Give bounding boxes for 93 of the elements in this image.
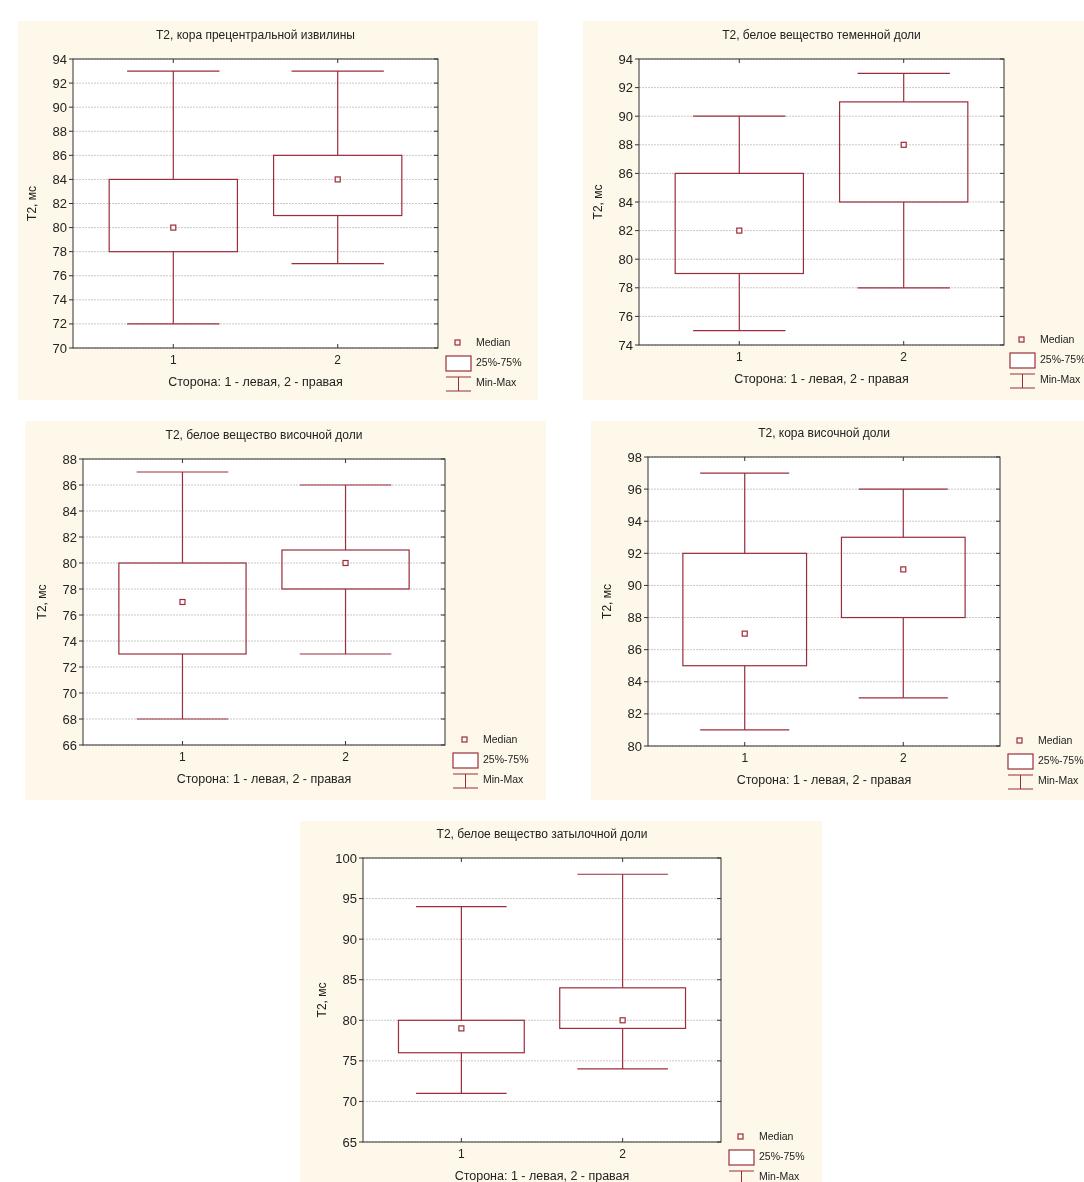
y-tick-label: 76: [618, 308, 633, 324]
text: Median: [1040, 333, 1075, 345]
y-tick-label: 86: [618, 165, 633, 181]
x-axis-title: Сторона: 1 - левая, 2 - правая: [176, 772, 352, 786]
text: 25%-75%: [483, 753, 529, 765]
y-tick-label: 82: [52, 196, 67, 212]
chart-title: T2, белое вещество теменной доли: [722, 28, 921, 42]
y-tick-label: 86: [627, 642, 642, 658]
text: Median: [759, 1130, 794, 1142]
y-tick-label: 74: [62, 633, 77, 649]
y-tick-label: 92: [627, 545, 642, 561]
y-tick-label: 90: [618, 108, 633, 124]
y-tick-label: 86: [52, 147, 67, 163]
text: Median: [476, 336, 511, 348]
y-tick-label: 84: [618, 194, 633, 210]
y-tick-label: 80: [627, 738, 642, 754]
y-tick-label: 94: [618, 51, 633, 67]
y-tick-label: 100: [335, 850, 357, 866]
y-tick-label: 90: [342, 931, 357, 947]
y-tick-label: 88: [62, 451, 77, 467]
x-tick-label: 1: [741, 751, 749, 765]
text: Min-Max: [1040, 373, 1081, 385]
x-axis-title: Сторона: 1 - левая, 2 - правая: [168, 375, 343, 389]
y-axis-title: T2, мс: [35, 584, 49, 620]
y-tick-label: 82: [627, 706, 642, 722]
text: Min-Max: [1038, 774, 1079, 786]
y-tick-label: 88: [618, 137, 633, 153]
chart-title: T2, белое вещество височной доли: [165, 428, 363, 442]
y-tick-label: 76: [62, 607, 77, 623]
text: Min-Max: [759, 1170, 800, 1182]
y-tick-label: 68: [62, 711, 77, 727]
y-tick-label: 92: [618, 80, 633, 96]
y-tick-label: 82: [618, 223, 633, 239]
x-tick-label: 1: [179, 750, 187, 764]
y-tick-label: 84: [52, 171, 67, 187]
y-tick-label: 74: [52, 292, 67, 308]
y-axis-title: T2, мс: [315, 982, 329, 1018]
x-tick-label: 2: [619, 1147, 627, 1161]
y-tick-label: 74: [618, 337, 633, 353]
text: Median: [1038, 734, 1073, 746]
x-tick-label: 2: [334, 353, 342, 367]
x-axis-title: Сторона: 1 - левая, 2 - правая: [454, 1169, 630, 1182]
y-tick-label: 94: [52, 51, 67, 67]
chart-title: T2, белое вещество затылочной доли: [436, 827, 648, 841]
y-axis-title: T2, мс: [25, 186, 39, 221]
text: Min-Max: [476, 376, 517, 388]
y-tick-label: 76: [52, 268, 67, 284]
x-tick-label: 2: [899, 751, 907, 765]
text: Min-Max: [483, 773, 524, 785]
text: 25%-75%: [759, 1150, 805, 1162]
y-tick-label: 80: [342, 1012, 357, 1028]
y-tick-label: 98: [627, 449, 642, 465]
y-tick-label: 70: [342, 1093, 357, 1109]
y-tick-label: 84: [627, 674, 642, 690]
x-tick-label: 2: [342, 750, 350, 764]
y-axis-title: T2, мс: [600, 584, 614, 619]
y-tick-label: 90: [627, 577, 642, 593]
y-tick-label: 78: [62, 581, 77, 597]
text: 25%-75%: [476, 356, 522, 368]
y-tick-label: 72: [62, 659, 77, 675]
y-tick-label: 75: [342, 1053, 357, 1069]
y-tick-label: 78: [618, 280, 633, 296]
x-axis-title: Сторона: 1 - левая, 2 - правая: [736, 773, 912, 787]
x-tick-label: 1: [169, 353, 177, 367]
x-axis-title: Сторона: 1 - левая, 2 - правая: [734, 372, 909, 386]
x-tick-label: 2: [900, 350, 908, 364]
y-tick-label: 88: [627, 610, 642, 626]
chart-title: T2, кора прецентральной извилины: [156, 28, 355, 42]
y-tick-label: 86: [62, 477, 77, 493]
chart-title: T2, кора височной доли: [758, 426, 890, 440]
y-tick-label: 65: [342, 1134, 357, 1150]
y-tick-label: 78: [52, 244, 67, 260]
y-tick-label: 85: [342, 972, 357, 988]
y-tick-label: 80: [52, 220, 67, 236]
y-tick-label: 72: [52, 316, 67, 332]
y-tick-label: 80: [62, 555, 77, 571]
y-tick-label: 95: [342, 891, 357, 907]
text: 25%-75%: [1038, 754, 1084, 766]
y-tick-label: 80: [618, 251, 633, 267]
x-tick-label: 1: [458, 1147, 466, 1161]
y-axis-title: T2, мс: [591, 184, 605, 220]
y-tick-label: 88: [52, 123, 67, 139]
y-tick-label: 70: [62, 685, 77, 701]
y-tick-label: 92: [52, 75, 67, 91]
text: Median: [483, 733, 518, 745]
y-tick-label: 84: [62, 503, 77, 519]
y-tick-label: 94: [627, 513, 642, 529]
y-tick-label: 90: [52, 99, 67, 115]
y-tick-label: 82: [62, 529, 77, 545]
y-tick-label: 66: [62, 737, 77, 753]
y-tick-label: 70: [52, 340, 67, 356]
y-tick-label: 96: [627, 481, 642, 497]
x-tick-label: 1: [735, 350, 743, 364]
